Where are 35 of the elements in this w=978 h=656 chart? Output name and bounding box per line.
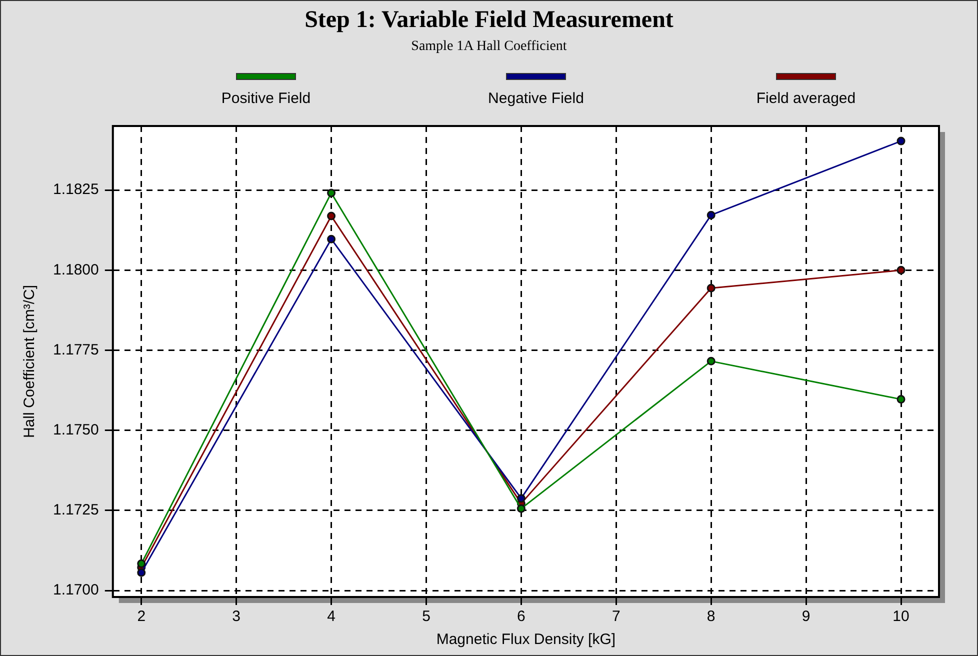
point — [137, 559, 146, 568]
y-tick-label: 1.1700 — [52, 582, 99, 599]
point — [706, 284, 716, 292]
point — [706, 210, 716, 220]
point — [516, 504, 526, 513]
x-tick-label: 6 — [517, 608, 526, 626]
x-tick-label: 7 — [612, 608, 620, 626]
x-tick-label: 2 — [137, 608, 146, 626]
y-tick-label: 1.1800 — [52, 261, 99, 278]
y-tick-label: 1.1725 — [52, 502, 99, 519]
x-tick-label: 4 — [327, 608, 336, 626]
point — [706, 356, 716, 366]
chart-subtitle: Sample 1A Hall Coefficient — [410, 39, 568, 55]
point — [896, 395, 906, 404]
x-axis-title: Magnetic Flux Density [kG] — [436, 631, 616, 648]
x-tick-label: 10 — [892, 608, 910, 626]
y-tick-label: 1.1750 — [52, 422, 99, 439]
y-axis-title: Hall Coefficient [cm³/C] — [21, 284, 38, 438]
chart-title: Step 1: Variable Field Measurement — [304, 7, 674, 34]
x-tick-label: 5 — [422, 608, 430, 626]
point — [327, 212, 336, 220]
legend-label: Positive Field — [221, 90, 311, 107]
point — [327, 234, 336, 244]
x-tick-label: 3 — [232, 608, 240, 626]
legend-label: Field averaged — [756, 90, 856, 107]
legend-label: Negative Field — [488, 90, 584, 107]
y-tick-label: 1.1775 — [52, 341, 99, 358]
point — [137, 568, 146, 577]
point — [896, 136, 906, 146]
x-tick-label: 8 — [706, 608, 716, 626]
y-tick-label: 1.1825 — [52, 181, 99, 198]
point — [327, 188, 336, 198]
x-tick-label: 9 — [802, 608, 810, 626]
point — [516, 494, 526, 503]
point — [896, 266, 906, 274]
